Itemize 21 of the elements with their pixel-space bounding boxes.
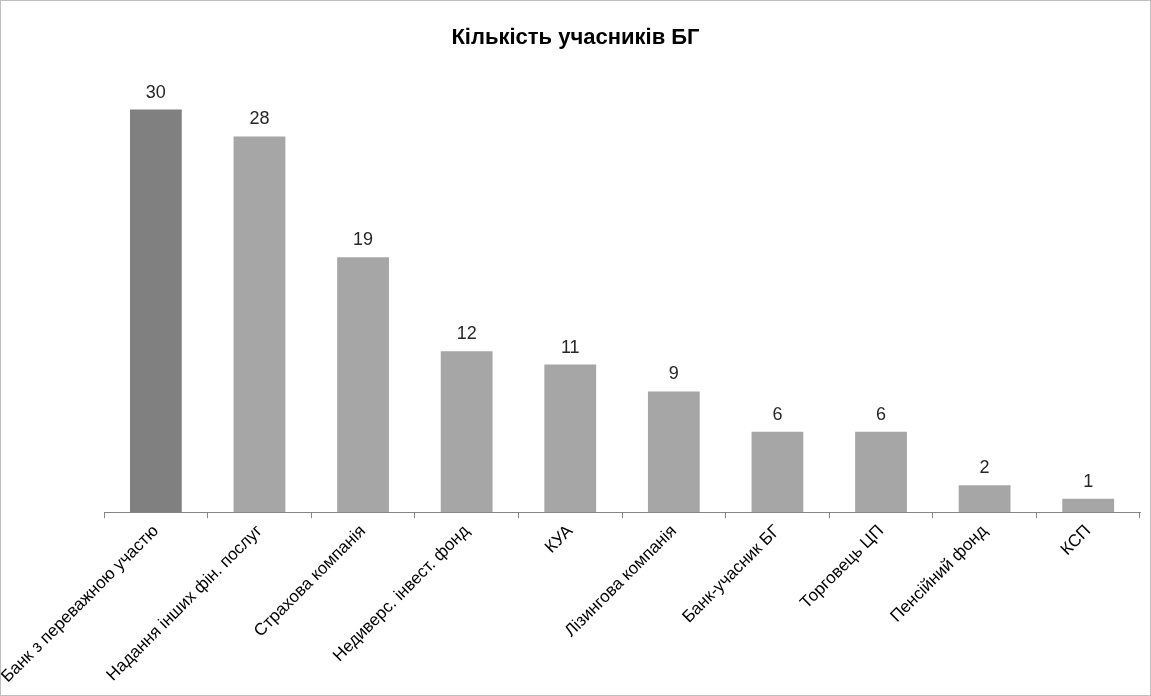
data-label: 1 [1083, 470, 1094, 491]
data-label: 19 [353, 229, 374, 250]
bar [544, 364, 597, 513]
x-tick-label: КУА [540, 520, 577, 557]
data-label: 9 [668, 363, 679, 384]
data-label: 12 [456, 323, 477, 344]
bar [855, 431, 907, 513]
data-label: 6 [772, 403, 783, 424]
data-label: 30 [145, 81, 166, 102]
data-label: 6 [876, 403, 887, 424]
data-label: 28 [249, 108, 270, 129]
bar [1062, 498, 1115, 513]
bar [440, 351, 493, 513]
data-label: 11 [560, 336, 580, 357]
bar [958, 485, 1011, 513]
bar [233, 136, 286, 513]
bar [751, 431, 804, 513]
bar [647, 391, 700, 513]
bar [337, 257, 389, 513]
data-label: 2 [979, 457, 990, 478]
chart-title: Кількість учасників БГ [451, 24, 701, 50]
